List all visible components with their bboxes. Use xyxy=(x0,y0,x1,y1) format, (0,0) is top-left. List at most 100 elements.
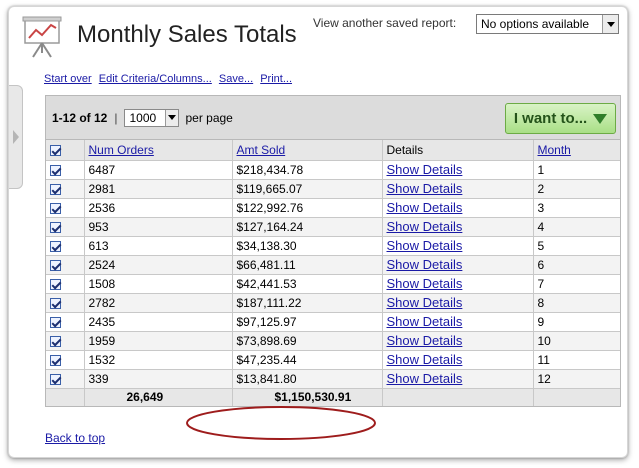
saved-report-label: View another saved report: xyxy=(313,16,457,30)
save-link[interactable]: Save... xyxy=(218,73,254,85)
amt-sold-cell: $119,665.07 xyxy=(232,179,383,199)
table-row: 2435 $97,125.97 Show Details 9 xyxy=(46,312,620,332)
grid-toolbar: 1-12 of 12 | 1000 per page I want to... xyxy=(46,96,620,140)
num-orders-cell: 1532 xyxy=(84,350,233,370)
show-details-link[interactable]: Show Details xyxy=(386,181,463,196)
month-cell: 2 xyxy=(533,179,620,199)
table-row: 6487 $218,434.78 Show Details 1 xyxy=(46,160,620,180)
amt-sold-cell: $97,125.97 xyxy=(232,312,383,332)
checkbox-checked-icon[interactable] xyxy=(50,145,61,157)
report-grid: 1-12 of 12 | 1000 per page I want to... … xyxy=(45,95,621,407)
sort-num-orders-link[interactable]: Num Orders xyxy=(88,142,154,157)
show-details-link[interactable]: Show Details xyxy=(386,257,463,272)
table-row: 339 $13,841.80 Show Details 12 xyxy=(46,369,620,389)
row-select-cell xyxy=(46,350,85,370)
table-row: 2981 $119,665.07 Show Details 2 xyxy=(46,179,620,199)
totals-spacer xyxy=(382,388,534,406)
checkbox-checked-icon[interactable] xyxy=(50,183,61,195)
col-header-details: Details xyxy=(382,140,534,161)
month-cell: 8 xyxy=(533,293,620,313)
checkbox-checked-icon[interactable] xyxy=(50,335,61,347)
saved-report-select[interactable]: No options available xyxy=(476,14,619,34)
col-header-amt-sold[interactable]: Amt Sold xyxy=(232,140,383,161)
checkbox-checked-icon[interactable] xyxy=(50,221,61,233)
sort-month-link[interactable]: Month xyxy=(537,142,571,157)
show-details-link[interactable]: Show Details xyxy=(386,371,463,386)
amt-sold-cell: $122,992.76 xyxy=(232,198,383,218)
month-cell: 9 xyxy=(533,312,620,332)
table-row: 1959 $73,898.69 Show Details 10 xyxy=(46,331,620,351)
details-cell: Show Details xyxy=(382,331,534,351)
num-orders-cell: 1508 xyxy=(84,274,233,294)
show-details-link[interactable]: Show Details xyxy=(386,162,463,177)
start-over-link[interactable]: Start over xyxy=(44,73,92,85)
checkbox-checked-icon[interactable] xyxy=(50,373,61,385)
row-select-cell xyxy=(46,179,85,199)
amt-sold-cell: $73,898.69 xyxy=(232,331,383,351)
details-cell: Show Details xyxy=(382,350,534,370)
select-all-cell xyxy=(46,140,85,161)
num-orders-cell: 2981 xyxy=(84,179,233,199)
details-cell: Show Details xyxy=(382,198,534,218)
checkbox-checked-icon[interactable] xyxy=(50,297,61,309)
col-header-num-orders[interactable]: Num Orders xyxy=(84,140,233,161)
sort-amt-sold-link[interactable]: Amt Sold xyxy=(236,142,286,157)
highlight-ellipse xyxy=(186,406,376,440)
edit-criteria-link[interactable]: Edit Criteria/Columns... xyxy=(98,73,212,85)
details-cell: Show Details xyxy=(382,369,534,389)
show-details-link[interactable]: Show Details xyxy=(386,238,463,253)
show-details-link[interactable]: Show Details xyxy=(386,352,463,367)
back-to-top-link[interactable]: Back to top xyxy=(45,431,106,445)
table-header-row: Num Orders Amt Sold Details Month xyxy=(46,140,620,161)
table-row: 613 $34,138.30 Show Details 5 xyxy=(46,236,620,256)
month-cell: 1 xyxy=(533,160,620,180)
row-select-cell xyxy=(46,255,85,275)
table-row: 2536 $122,992.76 Show Details 3 xyxy=(46,198,620,218)
checkbox-checked-icon[interactable] xyxy=(50,316,61,328)
totals-spacer xyxy=(46,388,85,406)
triangle-down-icon xyxy=(593,113,608,124)
print-link[interactable]: Print... xyxy=(260,73,293,85)
dropdown-arrow-icon[interactable] xyxy=(165,109,179,126)
month-cell: 4 xyxy=(533,217,620,237)
side-panel-toggle[interactable] xyxy=(9,85,23,189)
col-header-month[interactable]: Month xyxy=(533,140,620,161)
row-select-cell xyxy=(46,160,85,180)
show-details-link[interactable]: Show Details xyxy=(386,295,463,310)
amt-sold-cell: $42,441.53 xyxy=(232,274,383,294)
table-body: 6487 $218,434.78 Show Details 1 2981 $119,665… xyxy=(46,160,620,389)
report-actions: Start over Edit Criteria/Columns... Save… xyxy=(44,73,296,85)
num-orders-cell: 2435 xyxy=(84,312,233,332)
amt-sold-cell: $187,111.22 xyxy=(232,293,383,313)
details-cell: Show Details xyxy=(382,312,534,332)
checkbox-checked-icon[interactable] xyxy=(50,278,61,290)
num-orders-cell: 2536 xyxy=(84,198,233,218)
row-select-cell xyxy=(46,198,85,218)
amt-sold-cell: $47,235.44 xyxy=(232,350,383,370)
num-orders-cell: 2524 xyxy=(84,255,233,275)
checkbox-checked-icon[interactable] xyxy=(50,259,61,271)
details-cell: Show Details xyxy=(382,217,534,237)
per-page-select[interactable]: 1000 xyxy=(124,108,180,127)
num-orders-cell: 6487 xyxy=(84,160,233,180)
row-select-cell xyxy=(46,369,85,389)
i-want-to-button[interactable]: I want to... xyxy=(505,103,616,134)
report-window: Monthly Sales Totals View another saved … xyxy=(8,6,628,458)
checkbox-checked-icon[interactable] xyxy=(50,164,61,176)
details-cell: Show Details xyxy=(382,274,534,294)
month-cell: 6 xyxy=(533,255,620,275)
table-row: 2782 $187,111.22 Show Details 8 xyxy=(46,293,620,313)
show-details-link[interactable]: Show Details xyxy=(386,200,463,215)
saved-report-value: No options available xyxy=(481,17,590,31)
show-details-link[interactable]: Show Details xyxy=(386,333,463,348)
show-details-link[interactable]: Show Details xyxy=(386,276,463,291)
amt-sold-cell: $13,841.80 xyxy=(232,369,383,389)
show-details-link[interactable]: Show Details xyxy=(386,314,463,329)
checkbox-checked-icon[interactable] xyxy=(50,240,61,252)
show-details-link[interactable]: Show Details xyxy=(386,219,463,234)
month-cell: 5 xyxy=(533,236,620,256)
amt-sold-cell: $66,481.11 xyxy=(232,255,383,275)
checkbox-checked-icon[interactable] xyxy=(50,354,61,366)
checkbox-checked-icon[interactable] xyxy=(50,202,61,214)
dropdown-arrow-icon[interactable] xyxy=(602,15,618,33)
